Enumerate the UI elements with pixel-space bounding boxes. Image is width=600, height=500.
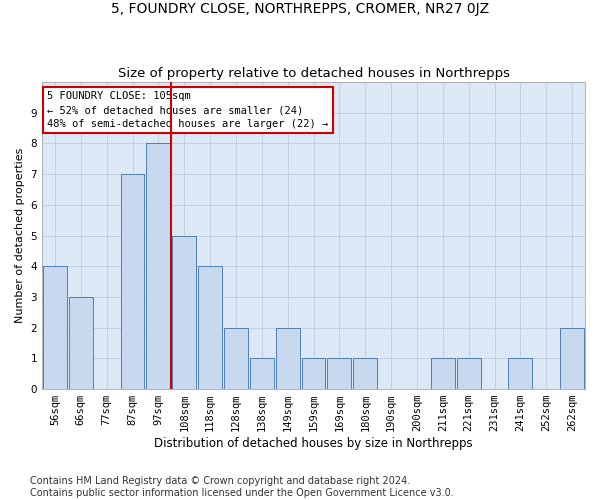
Bar xyxy=(276,328,299,389)
Text: 5, FOUNDRY CLOSE, NORTHREPPS, CROMER, NR27 0JZ: 5, FOUNDRY CLOSE, NORTHREPPS, CROMER, NR… xyxy=(111,2,489,16)
Bar xyxy=(457,358,481,389)
Bar xyxy=(198,266,222,389)
Bar xyxy=(121,174,145,389)
Title: Size of property relative to detached houses in Northrepps: Size of property relative to detached ho… xyxy=(118,66,509,80)
Bar xyxy=(250,358,274,389)
X-axis label: Distribution of detached houses by size in Northrepps: Distribution of detached houses by size … xyxy=(154,437,473,450)
Bar xyxy=(508,358,532,389)
Bar xyxy=(43,266,67,389)
Bar xyxy=(69,297,93,389)
Bar xyxy=(431,358,455,389)
Bar xyxy=(302,358,325,389)
Bar xyxy=(172,236,196,389)
Text: Contains HM Land Registry data © Crown copyright and database right 2024.
Contai: Contains HM Land Registry data © Crown c… xyxy=(30,476,454,498)
Bar xyxy=(146,144,170,389)
Bar xyxy=(328,358,351,389)
Bar xyxy=(353,358,377,389)
Text: 5 FOUNDRY CLOSE: 105sqm
← 52% of detached houses are smaller (24)
48% of semi-de: 5 FOUNDRY CLOSE: 105sqm ← 52% of detache… xyxy=(47,92,329,130)
Bar xyxy=(224,328,248,389)
Bar xyxy=(560,328,584,389)
Y-axis label: Number of detached properties: Number of detached properties xyxy=(15,148,25,324)
